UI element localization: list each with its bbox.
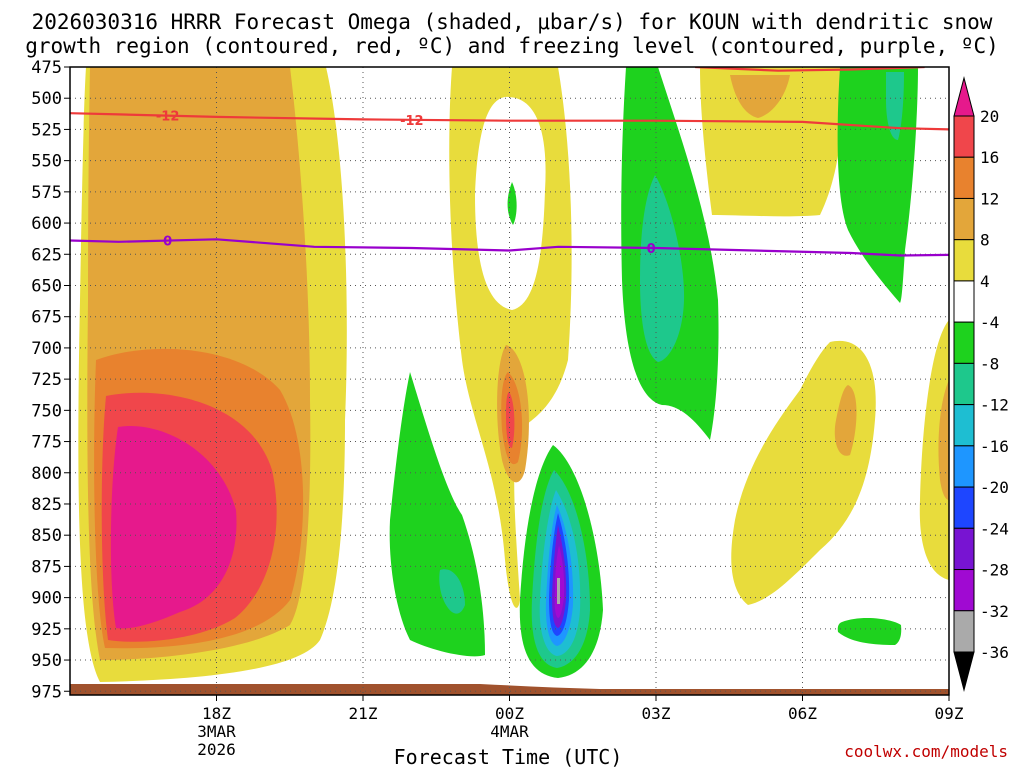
omega-fill-minus8-to-minus12	[886, 72, 904, 140]
colorbar-label: -24	[980, 519, 1009, 538]
terrain-band	[70, 684, 949, 695]
colorbar-label: -28	[980, 561, 1009, 580]
y-tick-label: 975	[31, 682, 62, 702]
y-tick-label: 725	[31, 370, 62, 390]
colorbar-bin	[953, 197, 975, 241]
y-tick-label: 600	[31, 214, 62, 234]
y-tick-label: 850	[31, 526, 62, 546]
y-tick-label: 800	[31, 464, 62, 484]
x-tick-label: 03Z	[642, 704, 671, 723]
omega-fill-8-to-12	[834, 385, 857, 456]
colorbar-label: -4	[980, 313, 999, 332]
x-tick-label: 18Z	[202, 704, 231, 723]
omega-fill-8-to-12	[730, 75, 790, 118]
omega-fill-8-to-12	[938, 380, 949, 500]
colorbar: 20 16 12 8 4 -4 -8 -12 -16 -20 -24 -28 -32 -36	[953, 76, 1009, 692]
omega-shading	[70, 67, 949, 695]
omega-fill-minus8-to-minus12	[439, 569, 465, 614]
y-tick-label: 575	[31, 183, 62, 203]
colorbar-label: -8	[980, 354, 999, 373]
x-axis-title: Forecast Time (UTC)	[394, 745, 623, 768]
y-tick-label: 625	[31, 245, 62, 265]
contour-label: 0	[163, 235, 172, 250]
colorbar-label: -36	[980, 643, 1009, 662]
y-axis: 475 500 525 550 575 600 625 650 675 700 725 750 775 8…	[31, 58, 70, 702]
contour-label: -12	[400, 114, 424, 129]
omega-fill-4-to-8	[919, 320, 949, 580]
colorbar-bin	[953, 239, 975, 282]
contour-line	[70, 238, 949, 257]
colorbar-label: -12	[980, 396, 1009, 415]
colorbar-label: -20	[980, 478, 1009, 497]
omega-fill-16-to-20	[506, 392, 515, 448]
y-tick-label: 750	[31, 401, 62, 421]
y-tick-label: 950	[31, 651, 62, 671]
x-tick-sublabel: 3MAR	[197, 722, 236, 741]
colorbar-bin	[953, 569, 975, 612]
colorbar-label: 12	[980, 189, 999, 208]
y-tick-label: 900	[31, 589, 62, 609]
credit-link[interactable]: coolwx.com/models	[844, 742, 1008, 761]
colorbar-top-arrow	[953, 76, 975, 117]
x-tick-label: 21Z	[349, 704, 378, 723]
x-tick-label: 00Z	[495, 704, 524, 723]
x-tick-label: 06Z	[788, 704, 817, 723]
contour-label: -12	[156, 110, 180, 125]
colorbar-label: 20	[980, 107, 999, 126]
colorbar-bin	[953, 156, 975, 199]
contours	[70, 67, 949, 257]
colorbar-bin	[953, 527, 975, 571]
colorbar-bin	[953, 445, 975, 488]
colorbar-bin	[953, 362, 975, 406]
y-tick-label: 925	[31, 620, 62, 640]
y-tick-label: 825	[31, 495, 62, 515]
y-tick-label: 875	[31, 557, 62, 577]
omega-fill-minus32-to-minus36	[557, 578, 560, 604]
y-tick-label: 700	[31, 339, 62, 359]
colorbar-bottom-arrow	[953, 651, 975, 692]
y-tick-label: 525	[31, 120, 62, 140]
contour-labels: -12 -12 0 0	[156, 110, 656, 257]
colorbar-bin	[953, 280, 975, 323]
omega-fill-minus4-to-minus8	[837, 67, 918, 303]
colorbar-bin	[953, 404, 975, 447]
omega-fill-minus4-to-minus8	[837, 618, 902, 645]
chart-title-line1: 2026030316 HRRR Forecast Omega (shaded, …	[31, 10, 993, 34]
colorbar-bin	[953, 321, 975, 364]
y-tick-label: 650	[31, 276, 62, 296]
colorbar-bin	[953, 486, 975, 529]
colorbar-label: 8	[980, 231, 990, 250]
y-tick-label: 775	[31, 433, 62, 453]
y-tick-label: 675	[31, 308, 62, 328]
contour-label: 0	[647, 242, 656, 257]
y-tick-label: 475	[31, 58, 62, 78]
y-tick-label: 550	[31, 152, 62, 172]
chart-title-line2: growth region (contoured, red, ºC) and f…	[25, 34, 999, 58]
omega-fill-4-to-8	[700, 67, 843, 217]
colorbar-label: -16	[980, 437, 1009, 456]
omega-fill-minus8-to-minus12	[640, 175, 685, 362]
colorbar-label: -32	[980, 602, 1009, 621]
x-tick-sublabel: 2026	[197, 740, 236, 759]
x-tick-sublabel: 4MAR	[490, 722, 529, 741]
x-tick-label: 09Z	[935, 704, 964, 723]
omega-fill-minus4-to-minus8	[389, 372, 485, 657]
y-tick-label: 500	[31, 89, 62, 109]
contour-line	[70, 112, 949, 131]
colorbar-bin	[953, 115, 975, 158]
colorbar-label: 16	[980, 148, 999, 167]
omega-fill-4-to-8	[731, 340, 876, 605]
colorbar-label: 4	[980, 272, 990, 291]
omega-fill-above-20	[110, 426, 237, 629]
colorbar-bin	[953, 610, 975, 653]
contour-line	[695, 67, 925, 72]
